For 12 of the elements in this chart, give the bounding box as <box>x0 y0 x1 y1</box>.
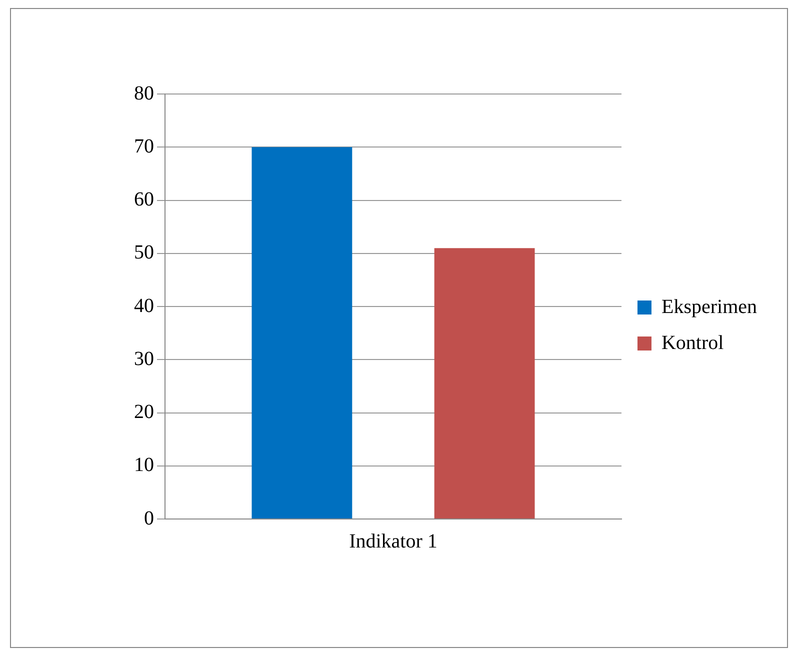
y-tick-label: 30 <box>134 348 154 370</box>
legend-label: Eksperimen <box>661 296 758 318</box>
x-tick-label: Indikator 1 <box>349 530 438 552</box>
y-tick-label: 70 <box>134 135 154 158</box>
y-tick-label: 40 <box>134 294 154 317</box>
y-tick-label: 60 <box>134 188 154 210</box>
legend-label: Kontrol <box>661 332 724 354</box>
y-tick-label: 20 <box>134 401 154 423</box>
y-tick-label: 80 <box>134 82 154 104</box>
y-tick-label: 0 <box>144 507 154 530</box>
y-tick-label: 10 <box>134 454 154 476</box>
y-tick-label: 50 <box>134 242 154 264</box>
